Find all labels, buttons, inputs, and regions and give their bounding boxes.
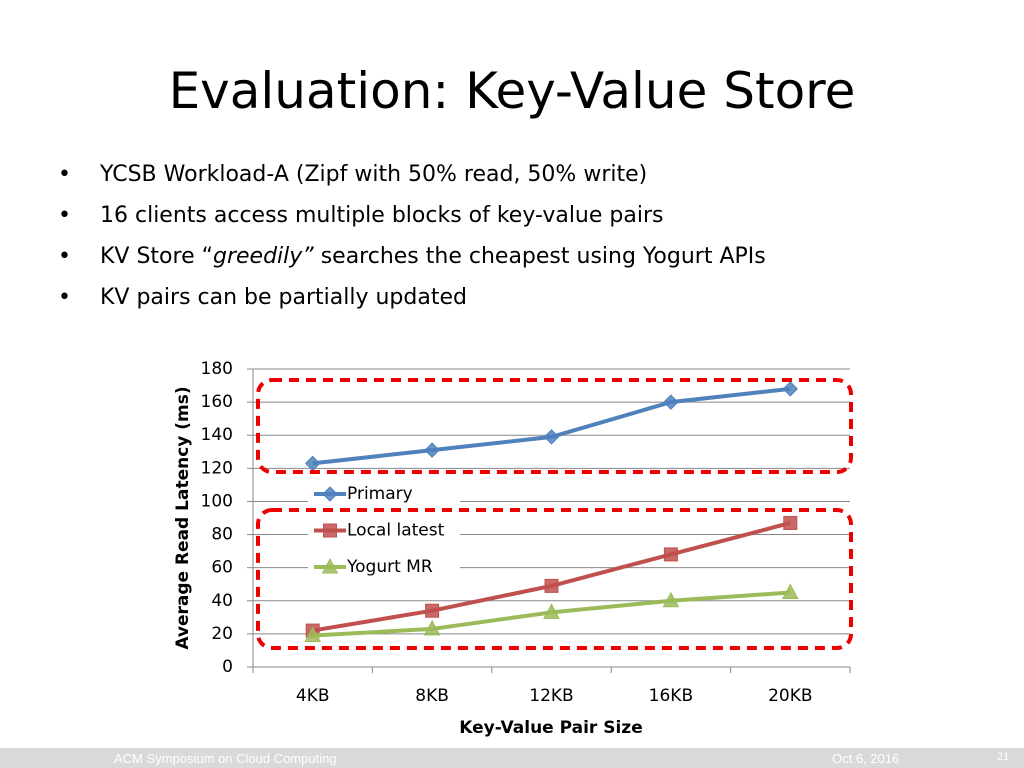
- marker: [781, 583, 799, 599]
- series-line: [312, 386, 791, 466]
- footer-text: ACM Symposium on Cloud Computing: [114, 751, 337, 766]
- x-tick-label: 12KB: [529, 686, 573, 706]
- footer: ACM Symposium on Cloud Computing Oct 6, …: [0, 748, 1024, 768]
- marker: [543, 429, 560, 445]
- y-tick-label: 0: [222, 657, 233, 677]
- marker: [423, 619, 441, 636]
- page-number: 21: [997, 751, 1010, 763]
- legend-label: Local latest: [347, 521, 445, 541]
- marker: [424, 442, 440, 458]
- x-tick-label: 8KB: [415, 686, 449, 706]
- marker: [782, 381, 799, 397]
- marker: [425, 603, 440, 618]
- bullet: KV pairs can be partially updated: [58, 285, 766, 326]
- highlight-box: [256, 378, 853, 474]
- bullet-list: YCSB Workload-A (Zipf with 50% read, 50%…: [58, 162, 766, 326]
- y-tick-label: 120: [201, 458, 233, 478]
- y-tick-label: 100: [201, 491, 233, 511]
- y-tick-label: 20: [211, 624, 233, 644]
- bullet-text: searches the cheapest using Yogurt APIs: [313, 244, 766, 269]
- marker: [543, 603, 560, 619]
- legend-marker: [323, 523, 337, 538]
- footer-date: Oct 6, 2016: [832, 751, 900, 766]
- slide-title: Evaluation: Key-Value Store: [168, 62, 856, 120]
- chart: Key-Value Pair Size Average Read Latency…: [173, 359, 853, 738]
- bullet-text: KV Store “: [100, 244, 214, 269]
- bullet: KV Store “greedily” searches the cheapes…: [58, 244, 766, 285]
- y-axis-title: Average Read Latency (ms): [173, 386, 193, 649]
- bullet-emphasis: greedily”: [213, 244, 314, 269]
- x-tick-label: 16KB: [649, 686, 693, 706]
- marker: [663, 394, 679, 410]
- x-axis-title: Key-Value Pair Size: [459, 718, 642, 738]
- x-tick-label: 4KB: [296, 686, 330, 706]
- legend-label: Yogurt MR: [346, 557, 433, 577]
- x-tick-label: 20KB: [768, 686, 812, 706]
- y-tick-label: 180: [201, 359, 233, 379]
- bullet-text: YCSB Workload-A (Zipf with 50% read, 50%…: [100, 162, 648, 187]
- marker: [783, 515, 798, 530]
- bullet: 16 clients access multiple blocks of key…: [58, 203, 766, 244]
- highlight-box: [256, 508, 853, 650]
- y-tick-label: 80: [211, 525, 233, 545]
- marker: [544, 578, 559, 593]
- y-tick-label: 140: [201, 425, 233, 445]
- legend-marker: [321, 557, 339, 574]
- bullet-text: 16 clients access multiple blocks of key…: [100, 203, 664, 228]
- y-tick-label: 60: [211, 558, 233, 578]
- legend-label: Primary: [347, 484, 413, 504]
- marker: [304, 626, 322, 643]
- legend-marker: [322, 486, 338, 502]
- marker: [662, 591, 680, 608]
- marker: [663, 547, 678, 562]
- bullet-text: KV pairs can be partially updated: [100, 285, 467, 310]
- y-tick-label: 160: [201, 392, 233, 412]
- bullet: YCSB Workload-A (Zipf with 50% read, 50%…: [58, 162, 766, 203]
- y-tick-label: 40: [211, 591, 233, 611]
